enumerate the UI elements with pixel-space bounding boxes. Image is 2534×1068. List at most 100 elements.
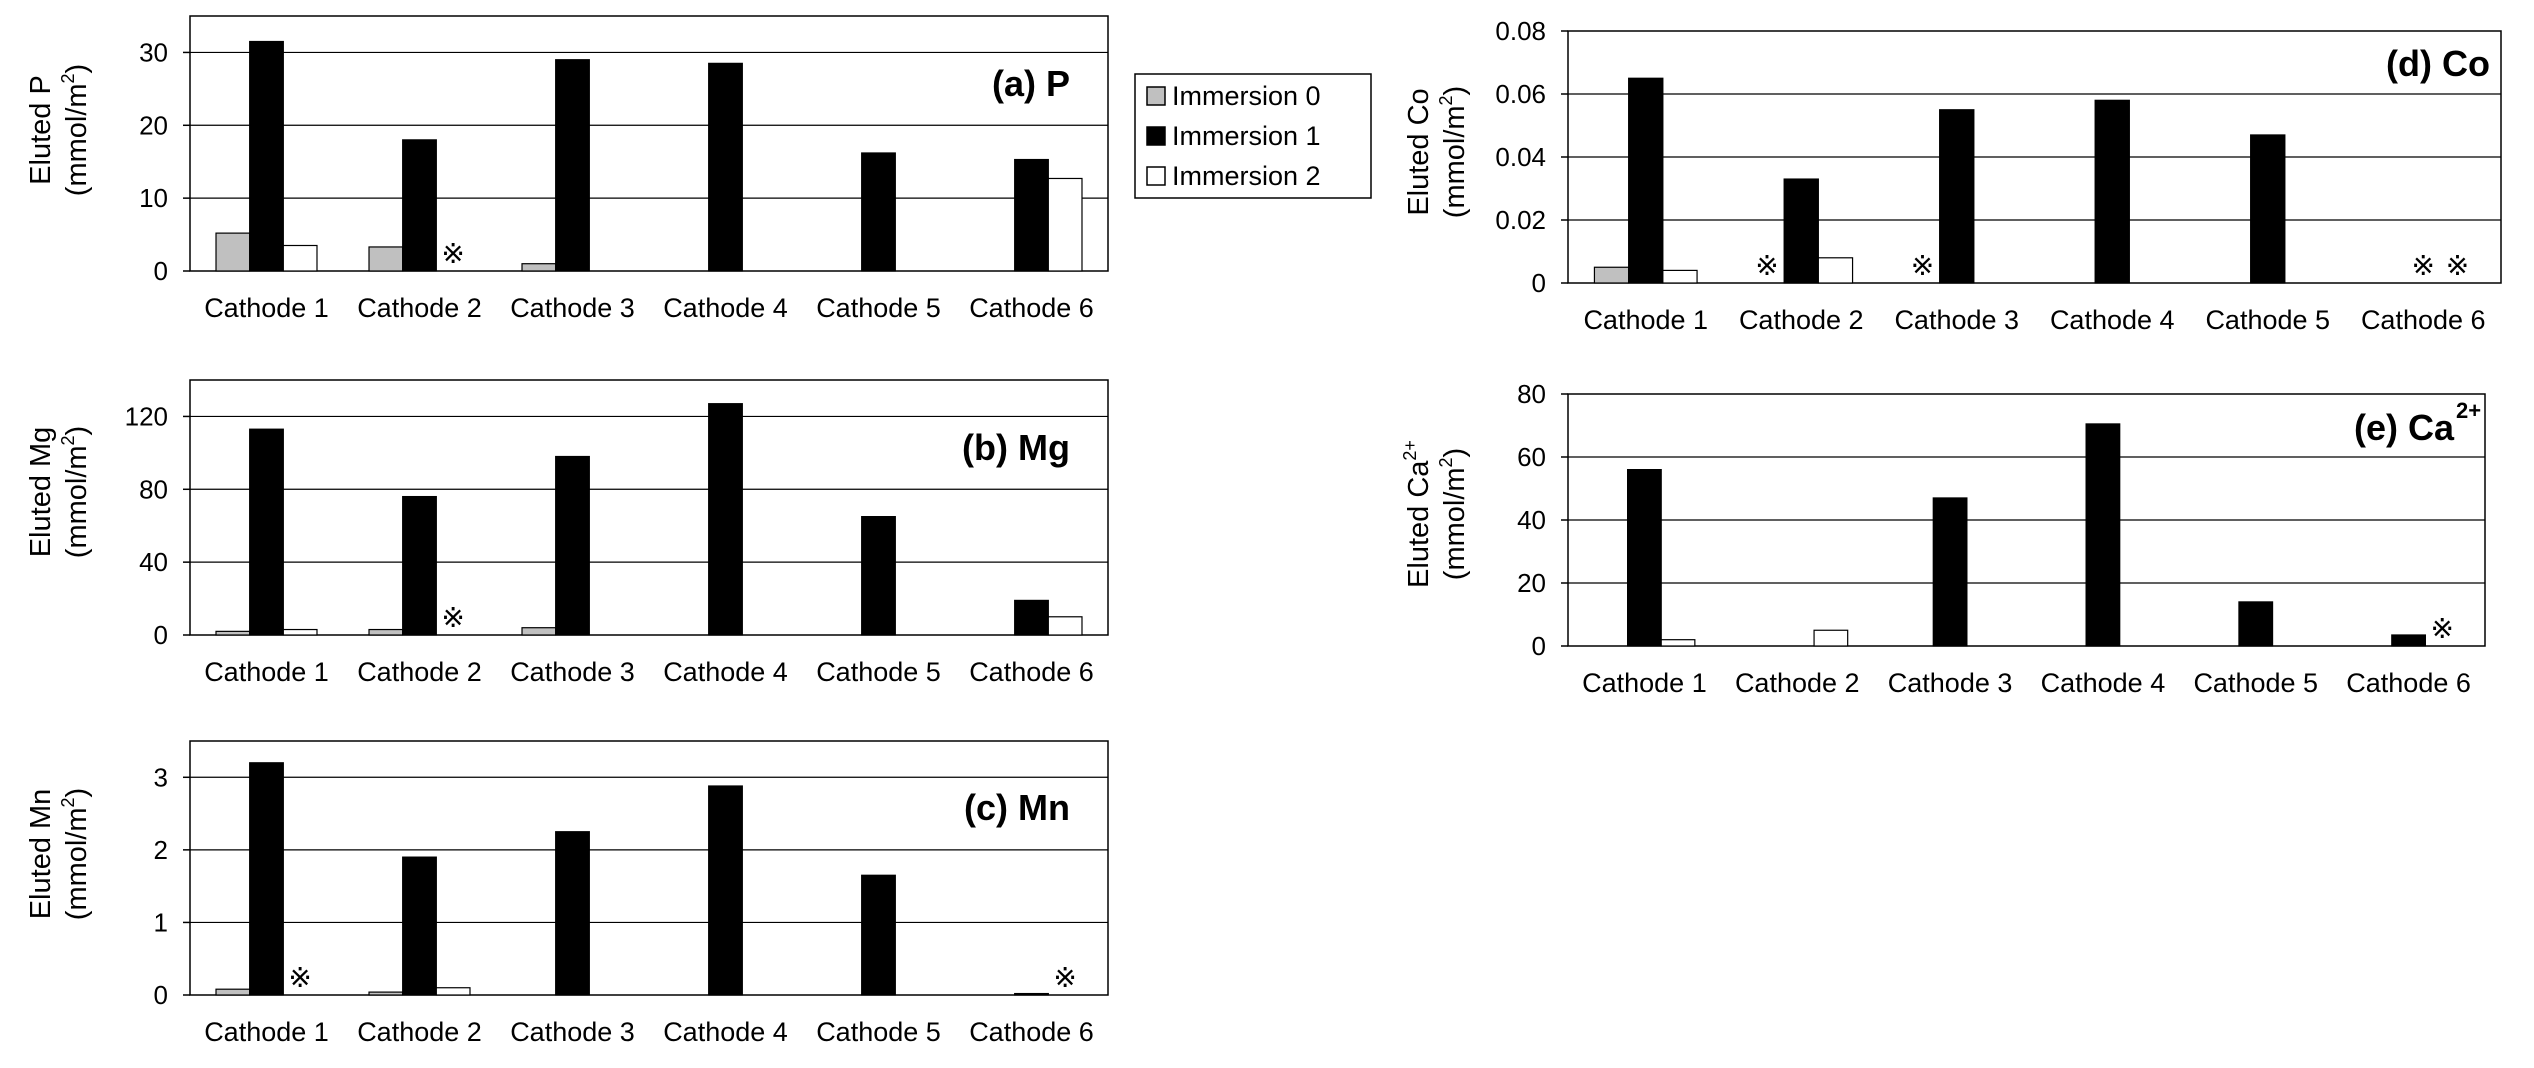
note-marker-co: ※ bbox=[1911, 250, 1934, 281]
bar-p-immersion-1 bbox=[1014, 158, 1049, 272]
bar-ca-immersion-1 bbox=[2238, 601, 2274, 647]
bar-co-immersion-1 bbox=[2250, 134, 2286, 284]
bar-mg-immersion-1 bbox=[249, 428, 284, 636]
bar-co-immersion-2 bbox=[1662, 269, 1698, 284]
x-tick-label-ca: Cathode 1 bbox=[1582, 668, 1707, 698]
bar-co-immersion-1 bbox=[1783, 178, 1819, 284]
y-tick-label-mg: 80 bbox=[139, 474, 168, 504]
bar-p-immersion-1 bbox=[555, 59, 590, 272]
plot-area-co bbox=[1567, 30, 2502, 284]
bar-co-immersion-2 bbox=[1817, 257, 1854, 284]
y-axis-label-mn: Eluted Mn bbox=[25, 789, 57, 920]
x-tick-label-p: Cathode 3 bbox=[510, 293, 635, 323]
bar-mg-immersion-0 bbox=[215, 630, 251, 636]
bar-co-immersion-1 bbox=[2094, 99, 2130, 284]
x-tick-label-mg: Cathode 1 bbox=[204, 657, 329, 687]
x-tick-label-ca: Cathode 2 bbox=[1735, 668, 1860, 698]
legend-label-immersion-0: Immersion 0 bbox=[1172, 81, 1321, 111]
y-axis-label-ca: Eluted Ca2+ bbox=[1400, 440, 1435, 588]
bar-mn-immersion-1 bbox=[555, 831, 590, 996]
y-tick-label-ca: 80 bbox=[1517, 379, 1546, 409]
y-tick-label-mn: 0 bbox=[154, 980, 168, 1010]
x-tick-label-mg: Cathode 5 bbox=[816, 657, 941, 687]
x-tick-label-p: Cathode 5 bbox=[816, 293, 941, 323]
bar-mg-immersion-0 bbox=[368, 628, 404, 636]
bar-p-immersion-1 bbox=[402, 139, 437, 272]
bar-mn-immersion-2 bbox=[435, 987, 471, 996]
x-tick-label-co: Cathode 2 bbox=[1739, 305, 1864, 335]
bar-co-immersion-0 bbox=[1593, 266, 1630, 284]
bar-mg-immersion-1 bbox=[1014, 599, 1049, 636]
note-marker-p: ※ bbox=[441, 238, 464, 269]
y-tick-label-mn: 2 bbox=[154, 835, 168, 865]
bar-mn-immersion-1 bbox=[402, 856, 437, 996]
bar-mg-immersion-1 bbox=[402, 495, 437, 636]
bar-mn-immersion-1 bbox=[249, 762, 284, 996]
bar-p-immersion-1 bbox=[861, 152, 896, 272]
x-tick-label-p: Cathode 1 bbox=[204, 293, 329, 323]
x-tick-label-ca: Cathode 4 bbox=[2041, 668, 2166, 698]
bar-mg-immersion-0 bbox=[521, 627, 557, 636]
note-marker-co: ※ bbox=[2412, 250, 2435, 281]
x-tick-label-p: Cathode 6 bbox=[969, 293, 1094, 323]
bar-ca-immersion-1 bbox=[2391, 634, 2426, 647]
bar-mg-immersion-1 bbox=[708, 403, 743, 636]
x-tick-label-co: Cathode 5 bbox=[2205, 305, 2330, 335]
bar-p-immersion-2 bbox=[282, 244, 318, 272]
x-tick-label-ca: Cathode 3 bbox=[1888, 668, 2013, 698]
x-tick-label-mn: Cathode 2 bbox=[357, 1017, 482, 1047]
x-tick-label-co: Cathode 4 bbox=[2050, 305, 2175, 335]
note-marker-ca: ※ bbox=[2430, 613, 2453, 644]
y-tick-label-ca: 60 bbox=[1517, 442, 1546, 472]
y-axis-label-co: Eluted Co bbox=[1403, 88, 1435, 215]
bar-ca-immersion-2 bbox=[1813, 629, 1849, 647]
x-tick-label-mn: Cathode 4 bbox=[663, 1017, 788, 1047]
y-tick-label-ca: 0 bbox=[1532, 631, 1546, 661]
plot-area-p bbox=[189, 15, 1109, 272]
x-tick-label-co: Cathode 3 bbox=[1894, 305, 2019, 335]
y-tick-label-mn: 3 bbox=[154, 762, 168, 792]
plot-area-mn bbox=[189, 740, 1109, 996]
y-tick-label-mg: 120 bbox=[125, 401, 168, 431]
chart-panel-co: (d) Co Eluted Co (mmol/m2) 0 0.02 0.04 0.06… bbox=[1403, 16, 2502, 335]
plot-area-ca bbox=[1567, 393, 2486, 647]
bar-mg-immersion-1 bbox=[861, 516, 896, 636]
y-tick-label-ca: 40 bbox=[1517, 505, 1546, 535]
bar-mn-immersion-1 bbox=[708, 785, 743, 996]
panel-title-ca: (e) Ca bbox=[2354, 407, 2455, 448]
bar-mn-immersion-1 bbox=[861, 874, 896, 996]
chart-panel-mn: (c) Mn Eluted Mn (mmol/m2) 0 1 2 3 Cathode 1… bbox=[25, 740, 1109, 1047]
note-marker-co: ※ bbox=[2446, 250, 2469, 281]
bar-mn-immersion-0 bbox=[368, 991, 404, 996]
panel-title-p: (a) P bbox=[992, 63, 1070, 104]
legend: Immersion 0 Immersion 1 Immersion 2 bbox=[1134, 73, 1372, 199]
bar-ca-immersion-1 bbox=[2085, 423, 2121, 647]
y-tick-label-p: 0 bbox=[154, 256, 168, 286]
x-tick-label-mn: Cathode 5 bbox=[816, 1017, 941, 1047]
panel-title-co: (d) Co bbox=[2386, 43, 2490, 84]
x-tick-label-mn: Cathode 3 bbox=[510, 1017, 635, 1047]
x-tick-label-p: Cathode 4 bbox=[663, 293, 788, 323]
bar-p-immersion-1 bbox=[708, 62, 743, 272]
y-axis-label-p: Eluted P bbox=[25, 75, 57, 185]
bar-mg-immersion-1 bbox=[555, 455, 590, 636]
legend-swatch-immersion-0 bbox=[1146, 86, 1166, 106]
panel-title-mn: (c) Mn bbox=[964, 787, 1070, 828]
chart-panel-ca: (e) Ca 2+ Eluted Ca2+ (mmol/m2) 0 20 40 60 8… bbox=[1400, 379, 2486, 698]
x-tick-label-mg: Cathode 3 bbox=[510, 657, 635, 687]
bar-mn-immersion-0 bbox=[215, 988, 251, 996]
y-tick-label-mn: 1 bbox=[154, 907, 168, 937]
bar-co-immersion-1 bbox=[1628, 77, 1664, 284]
y-axis-label-mg: Eluted Mg bbox=[25, 427, 57, 558]
legend-swatch-immersion-1 bbox=[1146, 126, 1166, 146]
x-tick-label-ca: Cathode 6 bbox=[2346, 668, 2471, 698]
bar-mn-immersion-1 bbox=[1014, 992, 1049, 996]
bar-co-immersion-1 bbox=[1939, 109, 1975, 284]
y-axis-unit-mg: (mmol/m2) bbox=[58, 426, 93, 558]
x-tick-label-co: Cathode 6 bbox=[2361, 305, 2486, 335]
y-tick-label-co: 0.08 bbox=[1495, 16, 1546, 46]
y-tick-label-p: 30 bbox=[139, 37, 168, 67]
y-tick-label-mg: 0 bbox=[154, 620, 168, 650]
panel-title-mg: (b) Mg bbox=[962, 427, 1070, 468]
